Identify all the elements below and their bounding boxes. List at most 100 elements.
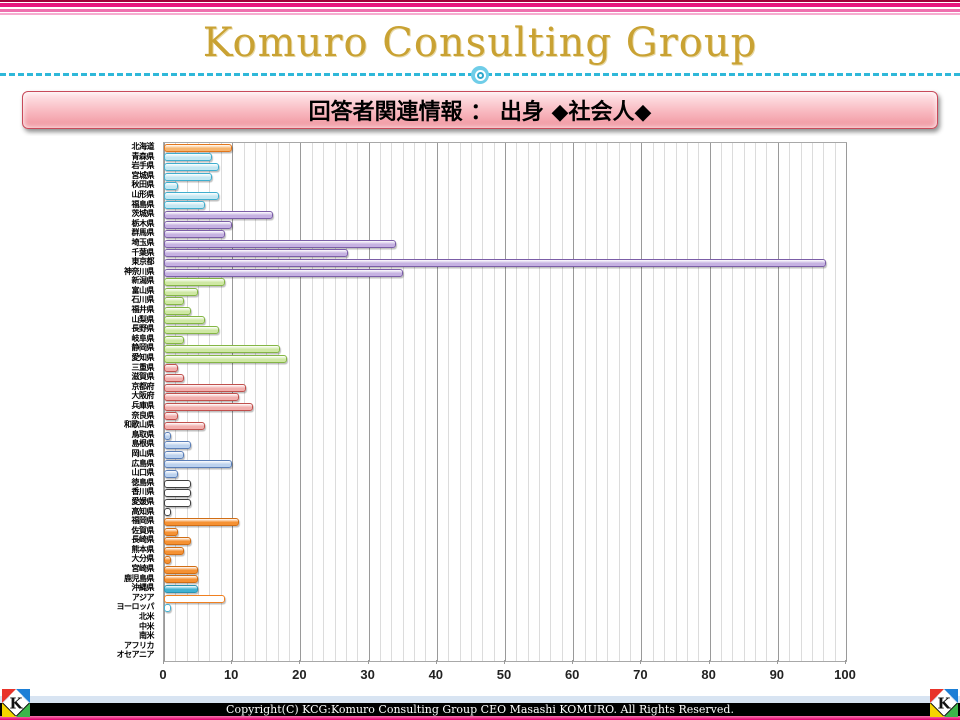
gridline (755, 143, 757, 661)
gridline (834, 143, 836, 661)
bar-北海道 (164, 143, 233, 152)
y-label-41: 長崎県 (131, 535, 155, 545)
bar-広島県 (164, 460, 233, 469)
y-label-19: 長野県 (131, 324, 155, 334)
gridline (220, 143, 222, 661)
kcg-logo-right: K (930, 689, 958, 717)
gridline (709, 143, 711, 661)
x-tick-label: 30 (360, 667, 375, 682)
y-label-30: 鳥取県 (131, 429, 155, 439)
gridline (539, 143, 541, 661)
gridline (470, 143, 472, 661)
y-label-52: アフリカ (124, 640, 155, 650)
bar-神奈川県 (164, 268, 403, 277)
bar-長野県 (164, 326, 219, 335)
y-label-7: 茨城県 (131, 209, 155, 219)
gridline (254, 143, 256, 661)
y-label-50: 中米 (139, 621, 155, 631)
gridline (675, 143, 677, 661)
gridline (186, 143, 188, 661)
gridline (800, 143, 802, 661)
bar-愛媛県 (164, 498, 192, 507)
bar-山形県 (164, 191, 219, 200)
gridline (641, 143, 643, 661)
gridline (720, 143, 722, 661)
y-label-15: 富山県 (131, 285, 155, 295)
target-circle-ring (474, 69, 486, 81)
bar-群馬県 (164, 230, 226, 239)
y-label-0: 北海道 (131, 142, 155, 151)
gridline (618, 143, 620, 661)
kcg-logo-icon: K (930, 689, 958, 717)
bar-岐阜県 (164, 335, 185, 344)
x-tick-mark (572, 660, 574, 664)
y-label-39: 福岡県 (131, 516, 155, 526)
bar-山梨県 (164, 316, 205, 325)
bar-富山県 (164, 287, 199, 296)
x-tick-mark (708, 660, 710, 664)
gridline (243, 143, 245, 661)
gridline (300, 143, 302, 661)
y-label-44: 宮崎県 (131, 564, 155, 574)
x-tick-label: 50 (496, 667, 512, 682)
bar-宮崎県 (164, 565, 199, 574)
y-label-29: 和歌山県 (124, 420, 155, 430)
bottom-pink-strip (0, 716, 960, 720)
gridline (607, 143, 609, 661)
bar-山口県 (164, 469, 178, 478)
gridline (175, 143, 177, 661)
bar-東京都 (164, 258, 826, 267)
gridline (357, 143, 359, 661)
bar-静岡県 (164, 345, 280, 354)
page-title: Komuro Consulting Group (202, 20, 758, 66)
gridline (595, 143, 597, 661)
bar-兵庫県 (164, 402, 253, 411)
x-tick-label: 10 (223, 667, 239, 682)
bar-福島県 (164, 201, 205, 210)
bar-佐賀県 (164, 527, 178, 536)
kcg-logo-icon: K (2, 689, 30, 717)
gridline (448, 143, 450, 661)
bar-石川県 (164, 297, 185, 306)
y-label-34: 山口県 (131, 468, 155, 478)
y-label-10: 埼玉県 (131, 237, 155, 247)
y-label-35: 徳島県 (131, 477, 155, 487)
gridline (732, 143, 734, 661)
y-label-5: 山形県 (131, 189, 155, 199)
gridline (493, 143, 495, 661)
y-label-37: 愛媛県 (131, 496, 155, 506)
y-label-49: 北米 (139, 612, 155, 622)
x-tick-mark (231, 660, 233, 664)
x-tick-mark (163, 660, 164, 664)
bar-島根県 (164, 441, 192, 450)
logo-letter: K (10, 695, 24, 713)
x-tick-label: 0 (159, 667, 167, 682)
bar-千葉県 (164, 249, 349, 258)
bar-奈良県 (164, 412, 178, 421)
gridline (573, 143, 575, 661)
bar-熊本県 (164, 546, 185, 555)
x-tick-mark (640, 660, 642, 664)
y-label-51: 南米 (139, 631, 155, 641)
y-label-13: 神奈川県 (124, 266, 155, 276)
gridline (289, 143, 291, 661)
bar-秋田県 (164, 182, 178, 191)
bar-大分県 (164, 556, 171, 565)
x-tick-label: 40 (428, 667, 444, 682)
x-tick-label: 70 (633, 667, 648, 682)
bar-沖縄県 (164, 585, 199, 594)
gridline (664, 143, 666, 661)
gridline (323, 143, 325, 661)
bar-新潟県 (164, 278, 226, 287)
kcg-logo-left: K (2, 689, 30, 717)
y-label-24: 滋賀県 (131, 372, 155, 382)
y-label-16: 石川県 (131, 295, 155, 305)
x-tick-mark (504, 660, 505, 664)
gridline (550, 143, 552, 661)
y-label-1: 青森県 (131, 151, 155, 161)
y-label-25: 京都府 (131, 381, 155, 391)
gridline (846, 143, 847, 661)
y-label-21: 静岡県 (131, 343, 155, 353)
bar-長崎県 (164, 537, 192, 546)
gridline (345, 143, 347, 661)
